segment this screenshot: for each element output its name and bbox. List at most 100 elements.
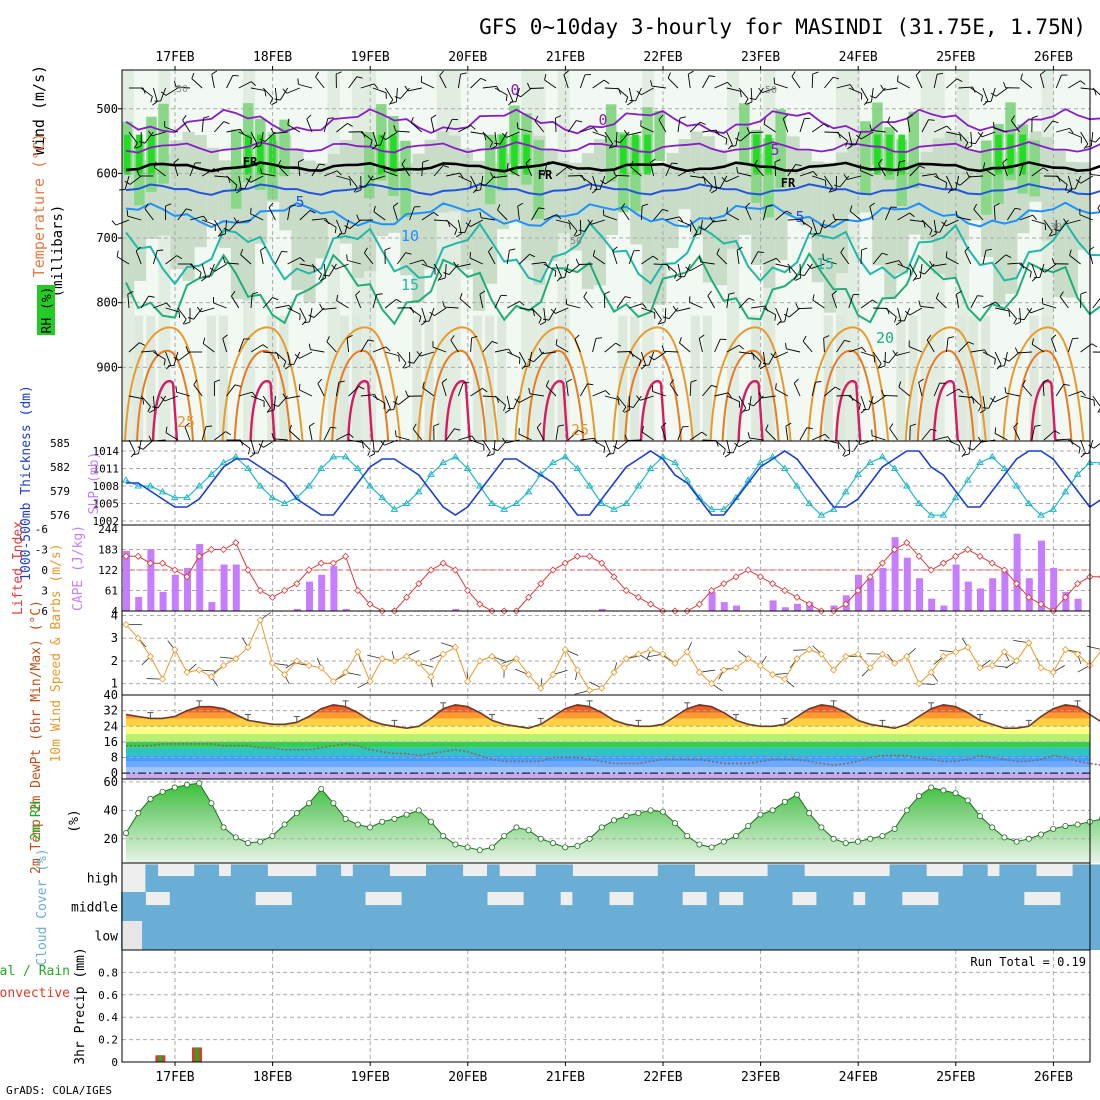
wind-barb <box>604 439 611 454</box>
wind-barb <box>1055 384 1065 397</box>
wind-barb <box>177 208 187 221</box>
wind-barb <box>519 253 530 265</box>
wind-barb <box>749 437 764 441</box>
rh-marker <box>562 844 569 851</box>
slp-marker <box>951 493 960 501</box>
slp-marker <box>1049 505 1058 512</box>
wind-barb-flag <box>214 379 221 383</box>
wind-barb-flag <box>223 121 230 125</box>
wind-barb <box>969 175 984 178</box>
cape-bar <box>123 550 130 611</box>
cloud-cell-low <box>987 921 1000 950</box>
wind-barb-flag <box>983 162 986 169</box>
wind-barb-flag <box>491 341 498 344</box>
wind-barb-flag <box>385 346 391 352</box>
wind-barb <box>689 431 703 441</box>
wind-barb <box>280 87 288 101</box>
cloud-cell-middle <box>987 892 1000 921</box>
wind-barb-flag <box>336 170 342 176</box>
rh-marker <box>147 795 154 802</box>
wind-barb-flag <box>707 290 712 297</box>
wind-barb <box>191 78 203 89</box>
wind-barb <box>726 87 741 92</box>
wind-barb <box>749 131 764 134</box>
wind-speed-marker <box>817 650 825 658</box>
wind-barb-flag <box>534 115 539 122</box>
wind-barb-flag <box>335 71 342 75</box>
wind-barb-flag <box>527 82 531 89</box>
wind-barb <box>433 219 448 222</box>
wind-barb-flag <box>450 335 455 341</box>
slp-marker <box>622 499 631 506</box>
wind-barb <box>811 382 816 397</box>
wind-barb <box>641 307 655 313</box>
wind-barb <box>878 163 886 177</box>
wind-barb-flag <box>918 300 921 307</box>
wind-barb-flag <box>649 356 655 361</box>
wind-barb <box>946 78 958 89</box>
rh-band-core <box>148 134 155 175</box>
wind-speed-marker <box>378 655 386 663</box>
wind-barb <box>898 386 911 397</box>
wind-barb-flag <box>320 277 326 282</box>
wind-barb-flag <box>173 158 179 163</box>
wind-barb <box>888 351 898 364</box>
wind-barb-flag <box>260 167 263 174</box>
slp-tick-label: 1002 <box>93 515 120 528</box>
wind-barb-flag <box>614 140 621 144</box>
wind-barb-flag <box>344 225 350 230</box>
wind-barb-flag <box>1081 390 1086 397</box>
wind-barb-flag <box>346 254 348 261</box>
cloud-cell-low <box>340 921 354 950</box>
wind-speed-marker <box>561 646 569 654</box>
wind-barb <box>1095 136 1100 143</box>
slp-marker <box>195 482 204 489</box>
rh-band-low <box>218 315 228 441</box>
wind-barb-flag <box>443 165 449 168</box>
isotherm-line <box>125 108 1100 135</box>
wind-barb-flag <box>334 227 337 234</box>
lifted-index-marker <box>220 545 228 554</box>
wind-barb-flag <box>766 205 773 207</box>
wind-barb <box>762 87 776 93</box>
wind-barb-flag <box>721 177 727 183</box>
cloud-cell-low <box>535 921 549 950</box>
wind-barb <box>430 118 435 133</box>
wind-barb-flag <box>1052 120 1059 124</box>
wind-barb-flag <box>325 218 330 225</box>
wind-barb-flag <box>749 97 756 101</box>
cloud-cell-low <box>511 921 525 950</box>
lifted-index-marker <box>622 586 630 595</box>
wind-barb <box>702 384 712 397</box>
slp-marker <box>183 493 191 501</box>
wind-barb <box>668 307 679 320</box>
cloud-cell-middle <box>1072 892 1086 921</box>
wind-speed-marker <box>122 621 130 629</box>
wind-barb <box>774 161 777 177</box>
rh-contour-label: 30 <box>176 84 188 95</box>
wind-tick-label: 3 <box>111 631 118 645</box>
wind-barb-flag <box>191 72 195 79</box>
cloud-cell-low <box>182 921 195 950</box>
wind-barb-flag <box>1054 430 1061 435</box>
wind-barb <box>238 338 245 353</box>
temp-band <box>126 767 1090 774</box>
wind-barb-flag <box>554 270 557 277</box>
wind-barb-flag <box>929 229 933 236</box>
li-tick-label: -3 <box>35 544 48 557</box>
wind-barb-flag <box>454 428 461 431</box>
wind-barb-flag <box>977 131 983 138</box>
wind-barb-flag <box>625 96 629 103</box>
rh-marker <box>464 844 471 851</box>
cloud-cell-middle <box>304 892 317 921</box>
wind-barb <box>738 395 747 409</box>
cloud-cell-high <box>962 864 976 892</box>
wind-barb <box>184 426 191 441</box>
wind-barb <box>689 121 701 133</box>
wind-barb <box>848 347 863 353</box>
cape-tick-label: 4 <box>111 605 118 618</box>
wind-barb <box>543 214 557 221</box>
wind-barb <box>506 131 520 138</box>
wind-barb-flag <box>416 351 421 357</box>
wind-barb-flag <box>819 224 826 229</box>
